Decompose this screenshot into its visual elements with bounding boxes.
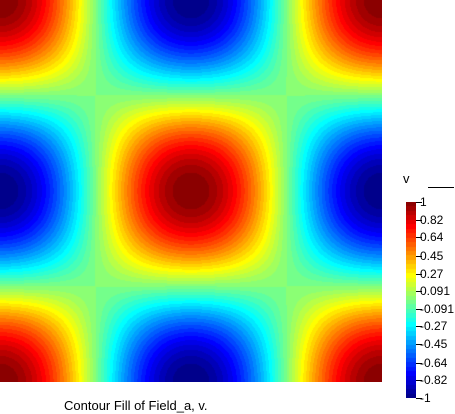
colorbar-tick-label: 0.091: [420, 284, 451, 298]
colorbar-tick: [416, 220, 422, 221]
colorbar-tick: [416, 309, 422, 310]
colorbar-tick-label: -0.27: [420, 319, 448, 333]
colorbar-tick: [416, 380, 422, 381]
colorbar-tick: [416, 274, 422, 275]
legend-title: v: [403, 171, 410, 186]
plot-caption: Contour Fill of Field_a, v.: [64, 398, 208, 413]
colorbar-tick-label: -0.091: [420, 302, 455, 316]
colorbar-tick-label: 0.45: [420, 249, 444, 263]
colorbar-tick: [416, 326, 422, 327]
colorbar-tick-label: 1: [420, 195, 427, 209]
colorbar-tick-label: 0.27: [420, 267, 444, 281]
colorbar-tick: [416, 256, 422, 257]
colorbar-tick: [416, 202, 422, 203]
legend-title-rule: [428, 187, 454, 188]
contour-fill-canvas: [0, 0, 382, 382]
colorbar-tick: [416, 344, 422, 345]
colorbar-tick: [416, 398, 422, 399]
colorbar-tick-label: 0.64: [420, 230, 444, 244]
colorbar-tick-label: -0.45: [420, 337, 448, 351]
colorbar-tick-label: -0.82: [420, 373, 448, 387]
contour-plot-area: [0, 0, 382, 382]
colorbar-tick: [416, 363, 422, 364]
colorbar-tick-label: -0.64: [420, 356, 448, 370]
colorbar-tick-label: -1: [420, 391, 431, 405]
colorbar-tick: [416, 237, 422, 238]
colorbar: [406, 202, 416, 398]
colorbar-tick-label: 0.82: [420, 213, 444, 227]
colorbar-tick: [416, 291, 422, 292]
